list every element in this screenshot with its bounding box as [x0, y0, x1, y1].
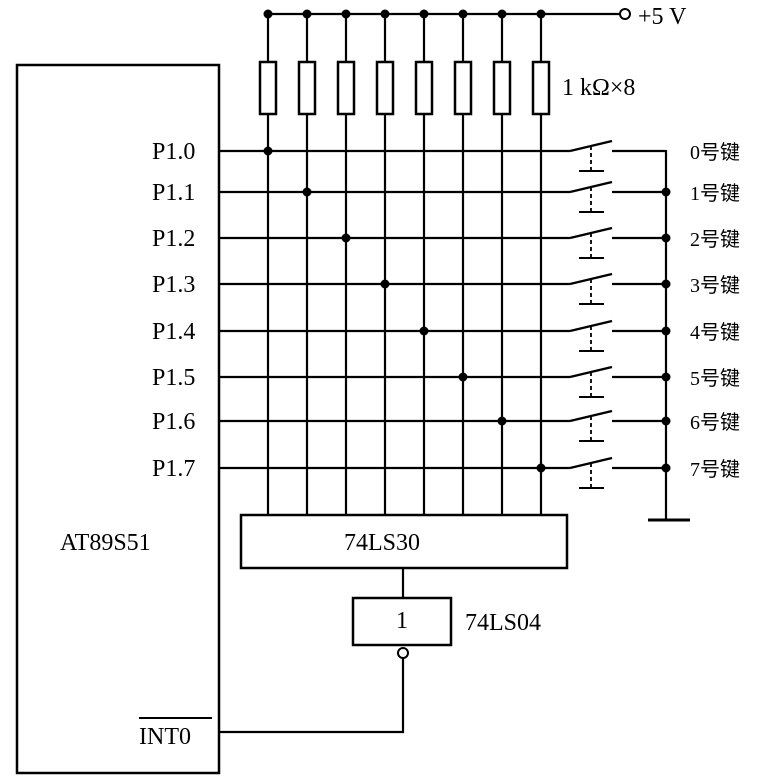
port-pin-labels: P1.0 P1.1 P1.2 P1.3 P1.4 P1.5 P1.6 P1.7	[152, 139, 195, 482]
port-lines	[219, 149, 570, 470]
inverter-box	[351, 596, 453, 647]
port-pin-label-5: P1.5	[152, 365, 195, 391]
port-pin-label-2: P1.2	[152, 226, 195, 252]
inverter-output-bubble	[397, 647, 409, 659]
port-pin-label-4: P1.4	[152, 319, 195, 345]
key-label-4: 4号键	[690, 321, 740, 344]
nand-gate-name: 74LS30	[344, 530, 420, 556]
key-label-2: 2号键	[690, 228, 740, 251]
key-label-0: 0号键	[690, 141, 740, 164]
resistor-label: 1 kΩ×8	[562, 75, 635, 101]
key-label-5: 5号键	[690, 367, 740, 390]
port-pin-label-1: P1.1	[152, 180, 195, 206]
inverter-name: 74LS04	[465, 610, 541, 636]
resistor-2	[336, 60, 356, 116]
resistor-3	[375, 60, 395, 116]
nand-gate-box	[239, 513, 569, 570]
key-label-3: 3号键	[690, 274, 740, 297]
resistor-5	[453, 60, 473, 116]
int0-pin-label: INT0	[139, 724, 191, 750]
key-switches	[569, 139, 671, 489]
key-labels: 0号键 1号键 2号键 3号键 4号键 5号键 6号键 7号键	[690, 141, 740, 481]
port-pin-label-7: P1.7	[152, 456, 195, 482]
resistor-1	[297, 60, 317, 116]
key-label-1: 1号键	[690, 182, 740, 205]
resistor-4	[414, 60, 434, 116]
mcu-name: AT89S51	[60, 530, 151, 556]
key-label-6: 6号键	[690, 411, 740, 434]
port-pin-label-0: P1.0	[152, 139, 195, 165]
resistor-bank	[258, 9, 551, 515]
resistor-6	[492, 60, 512, 116]
supply-terminal	[619, 8, 631, 20]
supply-label: +5 V	[638, 4, 687, 30]
mcu-box	[15, 63, 221, 775]
port-pin-label-3: P1.3	[152, 272, 195, 298]
resistor-7	[531, 60, 551, 116]
inverter-to-int0-wire	[219, 658, 405, 734]
resistor-0	[258, 60, 278, 116]
inverter-symbol: 1	[396, 608, 408, 634]
port-pin-label-6: P1.6	[152, 409, 195, 435]
key-label-7: 7号键	[690, 458, 740, 481]
